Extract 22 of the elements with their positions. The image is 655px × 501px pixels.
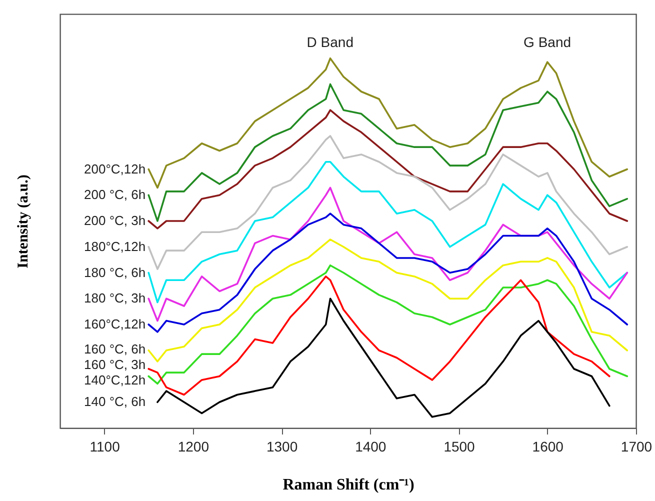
x-tick-label: 1600 bbox=[532, 438, 564, 454]
y-axis-title: Intensity (a.u.) bbox=[16, 174, 32, 268]
series-label: 200 °C, 3h bbox=[84, 213, 146, 228]
series-label: 180 °C, 3h bbox=[84, 290, 146, 306]
x-tick-label: 1700 bbox=[620, 438, 652, 454]
text: G Band bbox=[524, 34, 572, 50]
series-label: 200°C,12h bbox=[84, 161, 146, 176]
x-tick-label: 1400 bbox=[355, 438, 386, 454]
x-tick-label: 1200 bbox=[178, 438, 210, 454]
x-tick-label: 1500 bbox=[444, 438, 476, 454]
series-label: 160 °C, 3h bbox=[84, 357, 146, 372]
series-label: 140 °C, 6h bbox=[84, 394, 146, 410]
series-label: 180 °C, 6h bbox=[84, 264, 146, 280]
x-tick-label: 1100 bbox=[90, 438, 120, 454]
series-label: 140°C,12h bbox=[84, 372, 146, 388]
series-label: 180°C,12h bbox=[84, 238, 146, 254]
series-label: 160 °C, 6h bbox=[84, 342, 146, 357]
series-label: 160°C,12h bbox=[84, 316, 146, 332]
text: D Band bbox=[306, 34, 354, 50]
series-label: 200 °C, 6h bbox=[84, 187, 146, 202]
x-tick-label: 1300 bbox=[266, 438, 298, 454]
x-axis-title: Raman Shift (cm⁻¹) bbox=[282, 476, 414, 494]
